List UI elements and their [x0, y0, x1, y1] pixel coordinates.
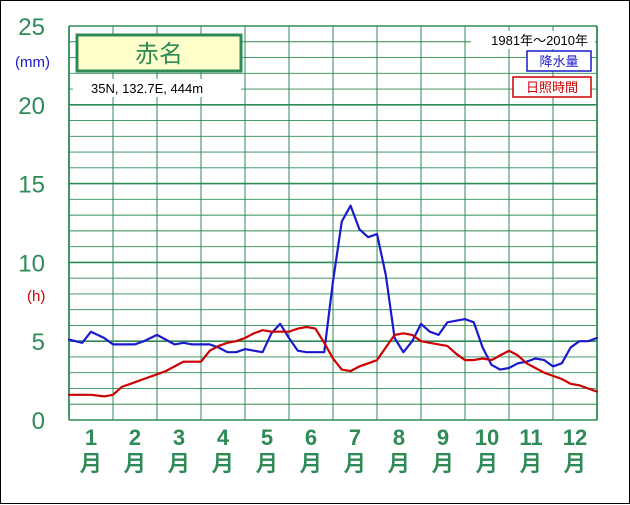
location-info: 35N, 132.7E, 444m — [91, 81, 203, 96]
month-kanji-label: 月 — [299, 451, 322, 476]
legend-precipitation-box — [526, 50, 592, 72]
month-kanji-label: 月 — [563, 451, 586, 476]
y-tick-label: 5 — [32, 329, 45, 356]
legend-precipitation: 降水量 — [539, 54, 578, 69]
month-number-label: 11 — [519, 425, 542, 450]
y-tick-label: 20 — [18, 93, 45, 120]
month-kanji-label: 月 — [519, 451, 542, 476]
month-kanji-label: 月 — [431, 451, 454, 476]
legend-sunshine: 日照時間 — [526, 80, 578, 95]
month-number-label: 10 — [475, 425, 499, 450]
y-tick-label: 15 — [18, 172, 45, 199]
station-name-box — [75, 33, 243, 73]
month-number-label: 12 — [563, 425, 587, 450]
y-tick-label: 25 — [18, 14, 45, 41]
month-number-label: 4 — [217, 425, 230, 450]
station-name: 赤名 — [135, 41, 183, 68]
month-number-label: 9 — [437, 425, 449, 450]
month-kanji-label: 月 — [343, 451, 366, 476]
grid-lines — [68, 25, 598, 421]
location-background — [73, 79, 241, 97]
y-tick-label: 10 — [18, 250, 45, 277]
series-lines — [67, 204, 599, 398]
sunshine-line — [67, 325, 599, 398]
month-number-label: 2 — [129, 425, 141, 450]
left-unit-label: (mm) — [15, 54, 50, 71]
period-background — [471, 31, 595, 49]
period-label: 1981年〜2010年 — [491, 33, 588, 48]
month-kanji-label: 月 — [255, 451, 278, 476]
month-number-label: 8 — [393, 425, 405, 450]
month-kanji-label: 月 — [167, 451, 190, 476]
month-number-label: 5 — [261, 425, 273, 450]
month-kanji-label: 月 — [211, 451, 234, 476]
y-tick-label: 0 — [32, 408, 45, 435]
right-unit-label: (h) — [27, 288, 45, 305]
precipitation-line — [67, 204, 599, 371]
month-kanji-label: 月 — [79, 451, 102, 476]
month-kanji-label: 月 — [387, 451, 410, 476]
y-axis-ticks: 0 5 10 15 20 25 — [18, 14, 45, 435]
month-kanji-label: 月 — [475, 451, 498, 476]
month-kanji-label: 月 — [123, 451, 146, 476]
month-number-label: 1 — [85, 425, 97, 450]
month-number-label: 6 — [305, 425, 317, 450]
month-number-label: 7 — [349, 425, 361, 450]
legend-sunshine-box — [512, 76, 592, 98]
month-number-label: 3 — [173, 425, 185, 450]
